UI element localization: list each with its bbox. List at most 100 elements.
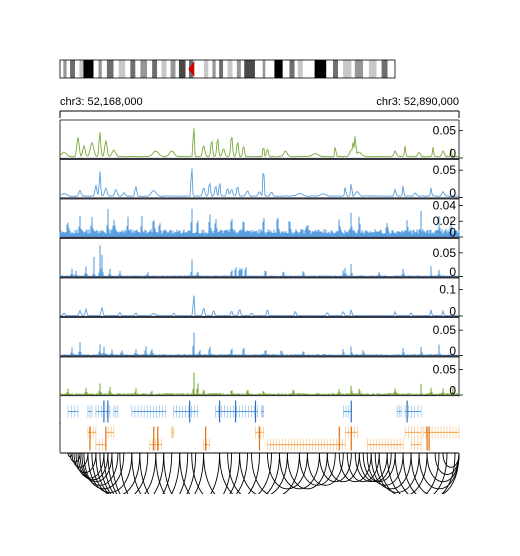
- contact-arc: [139, 452, 205, 494]
- track-4: 0.05 0: [59, 238, 463, 279]
- ideogram-band: [338, 60, 344, 78]
- contact-arc: [99, 452, 157, 494]
- y-tick-label: 0: [449, 305, 456, 319]
- ideogram-band: [79, 60, 84, 78]
- ideogram-band: [106, 60, 114, 78]
- contact-arc: [179, 452, 241, 494]
- ideogram-band: [381, 60, 388, 78]
- ideogram-band: [135, 60, 141, 78]
- contact-arc: [370, 452, 412, 490]
- contact-arc: [326, 452, 360, 482]
- contact-arc: [163, 452, 233, 494]
- ideogram-band: [208, 60, 213, 78]
- track-3: 0.04 0.020: [59, 198, 463, 240]
- ideogram-band: [147, 60, 153, 78]
- contact-arc: [75, 452, 105, 479]
- ideogram-band: [185, 60, 189, 78]
- contact-arc: [219, 452, 272, 494]
- ideogram-band: [227, 60, 233, 78]
- contact-arc: [410, 452, 460, 494]
- ideogram-band: [178, 60, 186, 78]
- ideogram-band: [326, 60, 334, 78]
- contact-arc: [394, 452, 448, 494]
- ideogram-band: [215, 60, 220, 78]
- ideogram-band: [130, 60, 136, 78]
- ideogram-band: [140, 60, 148, 78]
- ideogram-band: [223, 60, 228, 78]
- ideogram-band: [113, 60, 119, 78]
- centromere-marker: [188, 61, 195, 77]
- ideogram-band: [297, 60, 303, 78]
- ideogram-band: [166, 60, 171, 78]
- track-1: 0.05 0: [59, 119, 463, 161]
- signal-line: [59, 168, 460, 197]
- ideogram-band: [262, 60, 266, 78]
- chromosome-ideogram: [59, 59, 396, 79]
- genomic-scale: chr3: 52,168,000 chr3: 52,890,000: [59, 96, 460, 118]
- contact-arc: [103, 452, 165, 494]
- contact-arc: [119, 452, 189, 494]
- ideogram-band: [232, 60, 237, 78]
- contact-arcs: [67, 452, 460, 494]
- contact-arc: [155, 452, 221, 494]
- y-tick-label: 0.05: [433, 246, 457, 260]
- contact-arc: [131, 452, 197, 494]
- annotation-row-1: [59, 396, 422, 425]
- ideogram-band: [333, 60, 339, 78]
- ideogram-band: [274, 60, 283, 78]
- ideogram-band: [63, 60, 67, 78]
- ideogram-band: [75, 60, 80, 78]
- ideogram-band: [236, 60, 241, 78]
- ideogram-outline: [59, 59, 396, 79]
- y-tick-label: 0.05: [433, 323, 457, 337]
- contact-arc: [91, 452, 141, 494]
- contact-arc: [227, 452, 280, 494]
- contact-arc: [111, 452, 181, 494]
- y-tick-label: 0.02: [433, 214, 457, 228]
- ideogram-band: [98, 60, 102, 78]
- track-2: 0.05 0: [59, 159, 463, 200]
- contact-arc: [203, 452, 260, 494]
- track-5: 0.10: [59, 277, 463, 319]
- ideogram-band: [294, 60, 298, 78]
- ideogram-band: [193, 60, 205, 78]
- ideogram-band: [363, 60, 369, 78]
- ideogram-band: [101, 60, 107, 78]
- contact-arc: [358, 452, 392, 482]
- ideogram-band: [387, 60, 395, 78]
- y-tick-label: 0: [449, 344, 456, 358]
- contact-arc: [298, 452, 336, 486]
- ideogram-band: [265, 60, 275, 78]
- contact-arc: [338, 452, 372, 482]
- gene-annotation-tracks: [59, 396, 460, 454]
- ideogram-band: [368, 60, 377, 78]
- contact-arc: [267, 452, 308, 490]
- ideogram-band: [204, 60, 209, 78]
- contact-arc: [191, 452, 248, 494]
- ideogram-band: [219, 60, 224, 78]
- y-tick-label: 0: [449, 265, 456, 279]
- contact-arc: [251, 452, 300, 494]
- contact-arc: [318, 452, 352, 482]
- contact-arc: [362, 452, 396, 482]
- ideogram-band: [212, 60, 216, 78]
- ideogram-band: [83, 60, 94, 78]
- ideogram-band: [254, 60, 263, 78]
- ideogram-band: [343, 60, 352, 78]
- contact-arc: [79, 452, 113, 482]
- contact-arc: [306, 452, 344, 486]
- ideogram-band: [282, 60, 290, 78]
- ideogram-band: [354, 60, 364, 78]
- y-tick-label: 0: [449, 384, 456, 398]
- ideogram-band: [157, 60, 162, 78]
- y-tick-label: 0.05: [433, 163, 457, 177]
- signal-line: [59, 128, 460, 158]
- ideogram-band: [66, 60, 71, 78]
- y-tick-label: 0.04: [433, 198, 457, 212]
- y-tick-label: 0.05: [433, 363, 457, 377]
- ideogram-band: [302, 60, 315, 78]
- ideogram-band: [175, 60, 179, 78]
- contact-arc: [442, 452, 460, 468]
- y-tick-label: 0: [449, 186, 456, 200]
